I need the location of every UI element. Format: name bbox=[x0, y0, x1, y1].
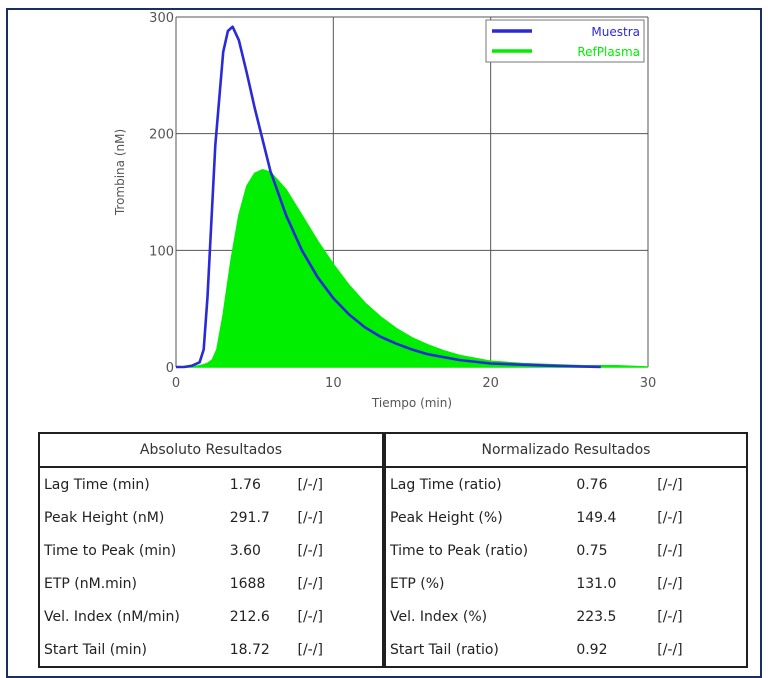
norm-flag: [/-/] bbox=[657, 542, 683, 559]
normalized-results-table: Normalizado Resultados Lag Time (ratio) 0… bbox=[384, 432, 748, 668]
abs-label: ETP (nM.min) bbox=[44, 575, 138, 592]
series-area-refplasma bbox=[176, 169, 649, 368]
norm-row: Peak Height (%) 149.4 [/-/] bbox=[385, 501, 747, 534]
norm-flag: [/-/] bbox=[657, 476, 683, 493]
norm-flag: [/-/] bbox=[657, 509, 683, 526]
abs-value: 1.76 bbox=[229, 476, 261, 493]
legend-label: Muestra bbox=[591, 25, 640, 39]
abs-label: Peak Height (nM) bbox=[44, 509, 165, 526]
absolute-results-table: Absoluto Resultados Lag Time (min) 1.76 [/… bbox=[38, 432, 384, 668]
norm-value: 223.5 bbox=[576, 608, 617, 625]
absolute-results-header: Absoluto Resultados bbox=[39, 433, 383, 468]
norm-row: Time to Peak (ratio) 0.75 [/-/] bbox=[385, 534, 747, 567]
y-axis-label: Trombina (nM) bbox=[113, 129, 127, 216]
abs-flag: [/-/] bbox=[297, 542, 323, 559]
x-axis-label: Tiempo (min) bbox=[371, 396, 452, 410]
abs-label: Lag Time (min) bbox=[44, 476, 150, 493]
abs-label: Start Tail (min) bbox=[44, 641, 148, 658]
legend-label: RefPlasma bbox=[577, 45, 640, 59]
norm-label: Peak Height (%) bbox=[390, 509, 503, 526]
norm-label: Lag Time (ratio) bbox=[390, 476, 502, 493]
norm-label: Start Tail (ratio) bbox=[390, 641, 499, 658]
norm-row: Lag Time (ratio) 0.76 [/-/] bbox=[385, 467, 747, 501]
y-tick-label: 200 bbox=[149, 128, 174, 143]
abs-row: Time to Peak (min) 3.60 [/-/] bbox=[39, 534, 383, 567]
legend-box bbox=[485, 19, 645, 63]
norm-flag: [/-/] bbox=[657, 641, 683, 658]
norm-value: 0.92 bbox=[576, 641, 608, 658]
x-tick-label: 30 bbox=[640, 376, 657, 391]
abs-row: Peak Height (nM) 291.7 [/-/] bbox=[39, 501, 383, 534]
abs-flag: [/-/] bbox=[297, 575, 323, 592]
abs-row: Lag Time (min) 1.76 [/-/] bbox=[39, 467, 383, 501]
y-tick-label: 100 bbox=[149, 244, 174, 259]
abs-value: 3.60 bbox=[229, 542, 261, 559]
abs-value: 212.6 bbox=[229, 608, 270, 625]
abs-flag: [/-/] bbox=[297, 509, 323, 526]
abs-flag: [/-/] bbox=[297, 476, 323, 493]
norm-row: Vel. Index (%) 223.5 [/-/] bbox=[385, 600, 747, 633]
x-tick-label: 0 bbox=[172, 376, 180, 391]
abs-label: Time to Peak (min) bbox=[44, 542, 177, 559]
abs-value: 291.7 bbox=[229, 509, 270, 526]
series-line-muestra bbox=[176, 25, 601, 369]
normalized-results-header: Normalizado Resultados bbox=[385, 433, 747, 468]
y-tick-label: 0 bbox=[166, 361, 174, 376]
abs-label: Vel. Index (nM/min) bbox=[44, 608, 180, 625]
norm-label: Time to Peak (ratio) bbox=[390, 542, 529, 559]
abs-flag: [/-/] bbox=[297, 641, 323, 658]
abs-row: Start Tail (min) 18.72 [/-/] bbox=[39, 633, 383, 667]
abs-value: 1688 bbox=[229, 575, 266, 592]
norm-value: 131.0 bbox=[576, 575, 617, 592]
norm-row: Start Tail (ratio) 0.92 [/-/] bbox=[385, 633, 747, 667]
abs-row: ETP (nM.min) 1688 [/-/] bbox=[39, 567, 383, 600]
norm-label: ETP (%) bbox=[390, 575, 445, 592]
norm-row: ETP (%) 131.0 [/-/] bbox=[385, 567, 747, 600]
norm-value: 149.4 bbox=[576, 509, 617, 526]
norm-value: 0.75 bbox=[576, 542, 608, 559]
norm-flag: [/-/] bbox=[657, 575, 683, 592]
x-tick-label: 10 bbox=[325, 376, 342, 391]
norm-label: Vel. Index (%) bbox=[390, 608, 488, 625]
x-tick-label: 20 bbox=[482, 376, 499, 391]
norm-value: 0.76 bbox=[576, 476, 608, 493]
abs-value: 18.72 bbox=[229, 641, 270, 658]
abs-row: Vel. Index (nM/min) 212.6 [/-/] bbox=[39, 600, 383, 633]
abs-flag: [/-/] bbox=[297, 608, 323, 625]
y-tick-label: 300 bbox=[149, 11, 174, 26]
norm-flag: [/-/] bbox=[657, 608, 683, 625]
